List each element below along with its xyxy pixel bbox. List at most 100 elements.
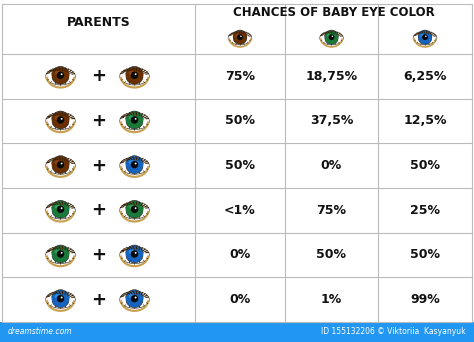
Circle shape (61, 297, 63, 299)
Circle shape (61, 118, 63, 120)
Ellipse shape (413, 31, 437, 45)
Ellipse shape (46, 68, 75, 85)
Text: +: + (91, 291, 106, 309)
Text: 50%: 50% (410, 249, 440, 262)
Circle shape (126, 156, 144, 173)
Ellipse shape (338, 33, 344, 45)
Circle shape (131, 161, 138, 168)
Circle shape (57, 250, 64, 258)
Bar (0, 322, 474, 342)
Ellipse shape (247, 33, 253, 45)
Text: PARENTS: PARENTS (67, 16, 130, 29)
Ellipse shape (69, 249, 77, 264)
Ellipse shape (69, 70, 77, 86)
Text: 25%: 25% (410, 204, 440, 217)
Ellipse shape (46, 113, 75, 130)
Ellipse shape (119, 247, 149, 264)
Circle shape (135, 118, 137, 120)
Text: CHANCES OF BABY EYE COLOR: CHANCES OF BABY EYE COLOR (233, 5, 434, 18)
Ellipse shape (46, 157, 75, 174)
Ellipse shape (55, 116, 61, 120)
Ellipse shape (118, 294, 126, 309)
Circle shape (237, 34, 243, 40)
Ellipse shape (45, 204, 52, 220)
Ellipse shape (118, 204, 126, 220)
Text: 0%: 0% (321, 159, 342, 172)
Text: 50%: 50% (225, 115, 255, 128)
Ellipse shape (46, 75, 49, 79)
Ellipse shape (55, 205, 61, 209)
Text: 50%: 50% (317, 249, 346, 262)
Circle shape (52, 290, 69, 307)
Circle shape (52, 245, 69, 263)
Ellipse shape (46, 202, 75, 219)
Circle shape (52, 156, 69, 173)
Circle shape (126, 66, 144, 84)
Circle shape (61, 73, 63, 75)
Circle shape (131, 295, 138, 302)
Text: 0%: 0% (229, 293, 251, 306)
Ellipse shape (119, 68, 149, 85)
Ellipse shape (118, 249, 126, 264)
Ellipse shape (46, 120, 49, 124)
Ellipse shape (228, 37, 231, 40)
Circle shape (57, 161, 64, 168)
Circle shape (135, 252, 137, 254)
Ellipse shape (143, 160, 151, 175)
Ellipse shape (119, 254, 123, 258)
Ellipse shape (236, 34, 240, 37)
Circle shape (61, 252, 63, 254)
Text: 1%: 1% (321, 293, 342, 306)
Circle shape (57, 206, 64, 213)
Ellipse shape (46, 254, 49, 258)
Circle shape (135, 162, 137, 165)
Text: 75%: 75% (225, 70, 255, 83)
Ellipse shape (45, 160, 52, 175)
Circle shape (135, 207, 137, 209)
Circle shape (61, 162, 63, 165)
Ellipse shape (69, 115, 77, 130)
Circle shape (131, 206, 138, 213)
Text: +: + (91, 246, 106, 264)
Ellipse shape (413, 37, 416, 40)
Circle shape (126, 290, 144, 307)
Text: 50%: 50% (225, 159, 255, 172)
Circle shape (131, 71, 138, 79)
Ellipse shape (119, 291, 149, 308)
Circle shape (425, 36, 427, 37)
Ellipse shape (129, 116, 135, 120)
Circle shape (126, 111, 144, 129)
Text: ID 155132206 © Viktoriia  Kasyanyuk: ID 155132206 © Viktoriia Kasyanyuk (321, 328, 466, 337)
Circle shape (57, 116, 64, 124)
Circle shape (126, 245, 144, 263)
Circle shape (57, 295, 64, 302)
Text: 37,5%: 37,5% (310, 115, 353, 128)
Circle shape (131, 250, 138, 258)
Text: 50%: 50% (410, 159, 440, 172)
Circle shape (135, 297, 137, 299)
Text: 99%: 99% (410, 293, 440, 306)
Ellipse shape (119, 202, 149, 219)
Ellipse shape (119, 298, 123, 303)
Ellipse shape (228, 31, 252, 45)
Circle shape (126, 200, 144, 218)
Circle shape (61, 207, 63, 209)
Ellipse shape (118, 160, 126, 175)
Ellipse shape (129, 205, 135, 209)
Circle shape (52, 200, 69, 218)
Ellipse shape (119, 157, 149, 174)
Ellipse shape (320, 31, 343, 45)
Ellipse shape (118, 115, 126, 130)
Text: 75%: 75% (317, 204, 346, 217)
Ellipse shape (129, 250, 135, 254)
Circle shape (332, 36, 333, 37)
Circle shape (135, 73, 137, 75)
Ellipse shape (69, 204, 77, 220)
Ellipse shape (319, 37, 322, 40)
Ellipse shape (55, 71, 61, 75)
Circle shape (233, 30, 247, 44)
Ellipse shape (46, 298, 49, 303)
Ellipse shape (46, 165, 49, 169)
Text: dreamstime.com: dreamstime.com (8, 328, 73, 337)
Ellipse shape (55, 160, 61, 165)
